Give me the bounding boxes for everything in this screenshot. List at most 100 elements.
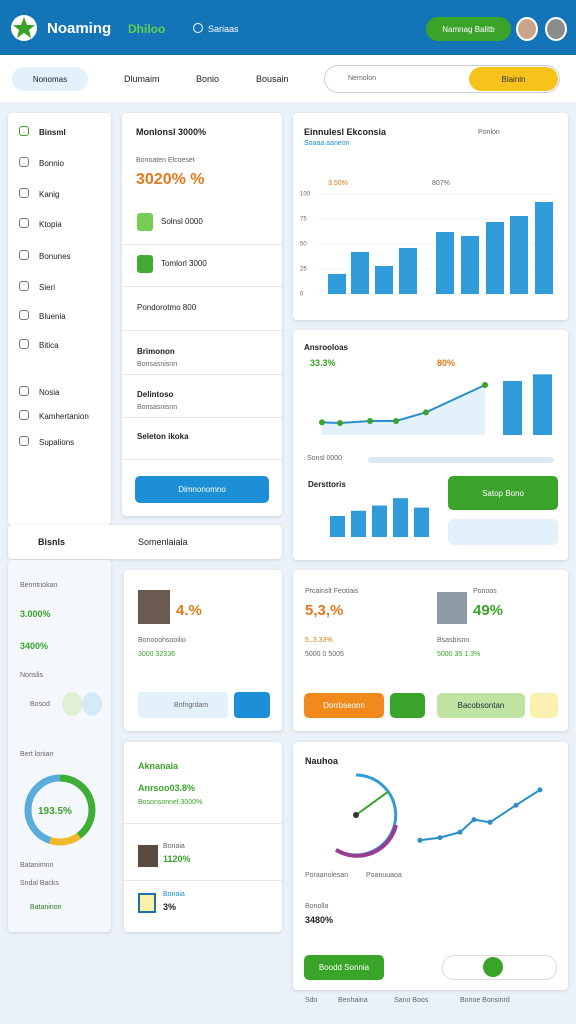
logo — [11, 15, 37, 41]
nav-tab[interactable]: Bonio — [196, 74, 220, 84]
toolbar[interactable] — [442, 955, 557, 980]
point — [319, 419, 325, 426]
link[interactable]: Sariaas — [208, 24, 239, 34]
list-row[interactable]: Seleton ikoka — [137, 432, 189, 441]
dot — [82, 692, 102, 716]
item-value: 3% — [163, 902, 177, 912]
panel-menu[interactable]: Somenlaiala — [138, 537, 188, 547]
search-button[interactable]: Blainin — [469, 67, 558, 91]
chart-title: Dersttoris — [308, 480, 346, 489]
chip-button[interactable] — [390, 693, 425, 718]
sidebar-item[interactable]: Supalions — [39, 438, 75, 447]
y-tick-label: 100 — [300, 192, 311, 198]
sidebar-item[interactable]: Binsml — [39, 128, 66, 137]
chip[interactable]: Bnfngrdam — [174, 702, 209, 709]
point — [537, 787, 543, 793]
line-chart — [319, 374, 552, 435]
y-tick-label: 0 — [300, 292, 304, 298]
list-row[interactable]: Tomlorl 3000 — [161, 259, 207, 268]
chip-button[interactable] — [530, 693, 558, 718]
bar — [351, 252, 369, 294]
list-row[interactable]: Solnsl 0000 — [161, 217, 203, 226]
note: Batanimnn — [20, 862, 54, 869]
nav-tab[interactable]: Nonomas — [12, 67, 88, 91]
chip-button[interactable] — [234, 692, 270, 718]
footer-link[interactable]: Benhaina — [338, 997, 368, 1004]
avatar[interactable] — [545, 17, 567, 41]
point — [482, 382, 488, 388]
filter[interactable]: Ponlon — [478, 129, 500, 136]
nav-icon — [19, 188, 29, 198]
sidebar-item[interactable]: Bonnio — [39, 159, 64, 168]
donut-label: 193.5% — [38, 806, 72, 817]
stat: 3480% — [305, 915, 334, 925]
chart-subtitle: Soaaa aaneon — [304, 140, 350, 147]
chip[interactable]: Bacobsontan — [437, 693, 525, 718]
point — [393, 418, 399, 424]
row-note: Bonsasnisnn — [137, 404, 178, 411]
footer-link[interactable]: Sdo — [305, 997, 318, 1004]
bar — [328, 274, 346, 294]
nav-icon — [19, 157, 29, 167]
point — [437, 835, 443, 841]
nav-icon — [19, 126, 29, 136]
y-tick-label: 75 — [300, 217, 307, 223]
search-box[interactable] — [324, 65, 560, 93]
bar — [372, 505, 387, 537]
sidebar-item[interactable]: Kanig — [39, 190, 60, 199]
tag: Bataninon — [30, 904, 62, 911]
gauge-card — [293, 742, 568, 990]
legend: 807% — [432, 180, 450, 187]
chip[interactable]: Dorrbseonn — [304, 693, 384, 718]
point — [487, 819, 493, 825]
person-line: 3000 32336 — [138, 651, 175, 658]
divider — [124, 823, 282, 824]
nav-icon — [19, 250, 29, 260]
nav-tab[interactable]: Bousain — [256, 74, 289, 84]
small-bar-chart — [330, 498, 429, 537]
sidebar-item[interactable]: Nosia — [39, 388, 60, 397]
nav-icon — [19, 310, 29, 320]
footer-link[interactable]: Bonoe Bonsinrd — [460, 997, 510, 1004]
donut-segment — [59, 774, 96, 839]
chip-bg — [138, 692, 228, 718]
point — [471, 817, 477, 823]
header-button[interactable]: Namnag Balitb — [426, 17, 511, 41]
toggle[interactable] — [448, 519, 558, 545]
card-button[interactable]: Boodd Sonnia — [304, 955, 384, 980]
area — [322, 385, 485, 435]
sidebar-item[interactable]: Bonunes — [39, 252, 71, 261]
bar — [510, 216, 528, 294]
gauge-track — [334, 824, 398, 858]
toolbar-button[interactable] — [483, 957, 503, 977]
card-title: Aknanaia — [138, 761, 179, 771]
photo — [138, 590, 170, 624]
bar-chart: 0 25 50 75 100 — [300, 192, 556, 298]
footer-link[interactable]: Sano Boos — [394, 997, 429, 1004]
summary-button[interactable]: Dimnonomno — [135, 476, 269, 503]
nav-tab[interactable]: Dlumaim — [124, 74, 160, 84]
card-sub: Bosonsonnel.3000% — [138, 799, 203, 806]
row-icon — [137, 255, 153, 273]
sidebar-item[interactable]: Bitica — [39, 341, 59, 350]
list-row[interactable]: Pondorotmo 800 — [137, 303, 197, 312]
sidebar-item[interactable]: Sieri — [39, 283, 56, 292]
chart-title: Einnulesl Ekconsia — [304, 127, 387, 137]
stat-note: Bonolla — [305, 903, 329, 910]
action-button[interactable]: Satop Bono — [448, 476, 558, 510]
sidebar-item[interactable]: Ktopia — [39, 220, 62, 229]
point — [423, 409, 429, 416]
section[interactable]: Dhiloo — [128, 22, 166, 36]
photo — [138, 845, 158, 867]
list-row[interactable]: Delintoso — [137, 390, 174, 399]
person-line: 5000 0 5005 — [305, 651, 344, 658]
sidebar-item[interactable]: Kamhertanion — [39, 412, 89, 421]
panel-header — [8, 525, 282, 559]
list-row[interactable]: Brimonon — [137, 347, 175, 356]
avatar[interactable] — [516, 17, 538, 41]
panel-title: Bisnls — [38, 537, 66, 547]
divider — [122, 244, 282, 245]
bar — [351, 510, 366, 537]
sidebar-item[interactable]: Bluenia — [39, 312, 66, 321]
card-subtitle: Bonoaten Elcoeset — [136, 157, 195, 164]
